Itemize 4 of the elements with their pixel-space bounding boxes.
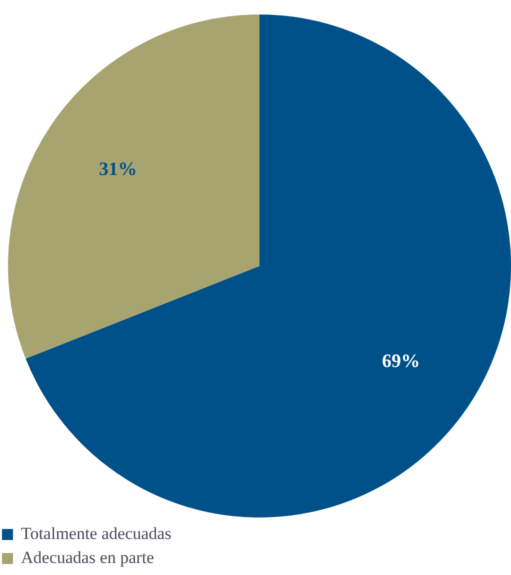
data-label: 31% [99,158,138,180]
legend-label: Adecuadas en parte [21,548,154,568]
legend-label: Totalmente adecuadas [21,524,172,544]
data-label: 69% [382,351,420,372]
